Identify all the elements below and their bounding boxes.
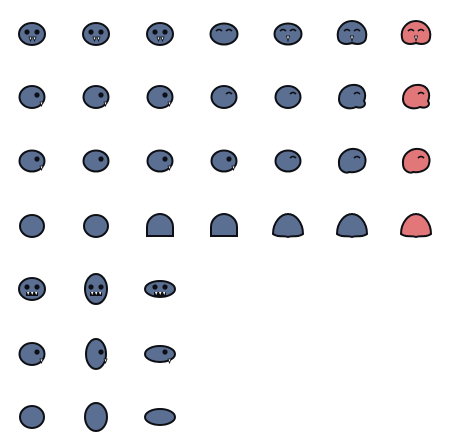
sprite-three-quarter-7 [401,147,431,174]
sprite-side-squash-3 [144,345,176,365]
sprite-three-quarter-5 [274,149,302,173]
sprite-front-squash-1 [18,277,46,301]
sprite-back-squash-1 [19,405,45,429]
sprite-back-5 [271,212,305,239]
sprite-front-6 [336,19,368,45]
sprite-side-squash-2 [85,338,108,370]
sprite-back-squash-3 [144,408,176,426]
sprite-front-squash-3 [144,280,176,298]
sprite-front-5 [273,22,303,46]
sprite-front-1 [18,22,46,46]
sprite-front-squash-2 [84,273,108,305]
sprite-back-7 [399,212,433,239]
sprite-three-quarter-2 [82,149,110,173]
sprite-front-2 [82,22,110,46]
sprite-side-6 [337,83,367,110]
sprite-side-2 [82,85,110,109]
sprite-three-quarter-6 [337,147,367,174]
sprite-side-7 [401,83,431,110]
sprite-back-6 [335,212,369,239]
sprite-front-7 [400,19,432,45]
sprite-back-squash-2 [84,402,108,432]
sprite-three-quarter-1 [18,149,46,173]
sprite-side-1 [18,85,46,109]
sprite-back-4 [210,212,238,237]
sprite-back-2 [83,214,109,238]
sprite-three-quarter-3 [146,149,174,173]
sprite-side-5 [274,85,302,109]
sprite-three-quarter-4 [210,149,238,173]
sprite-side-3 [146,85,174,109]
sprite-side-squash-1 [18,342,46,366]
sprite-back-3 [146,212,174,237]
sprite-back-1 [19,214,45,238]
sprite-side-4 [210,85,238,109]
sprite-front-4 [209,22,239,46]
sprite-front-3 [146,22,174,46]
